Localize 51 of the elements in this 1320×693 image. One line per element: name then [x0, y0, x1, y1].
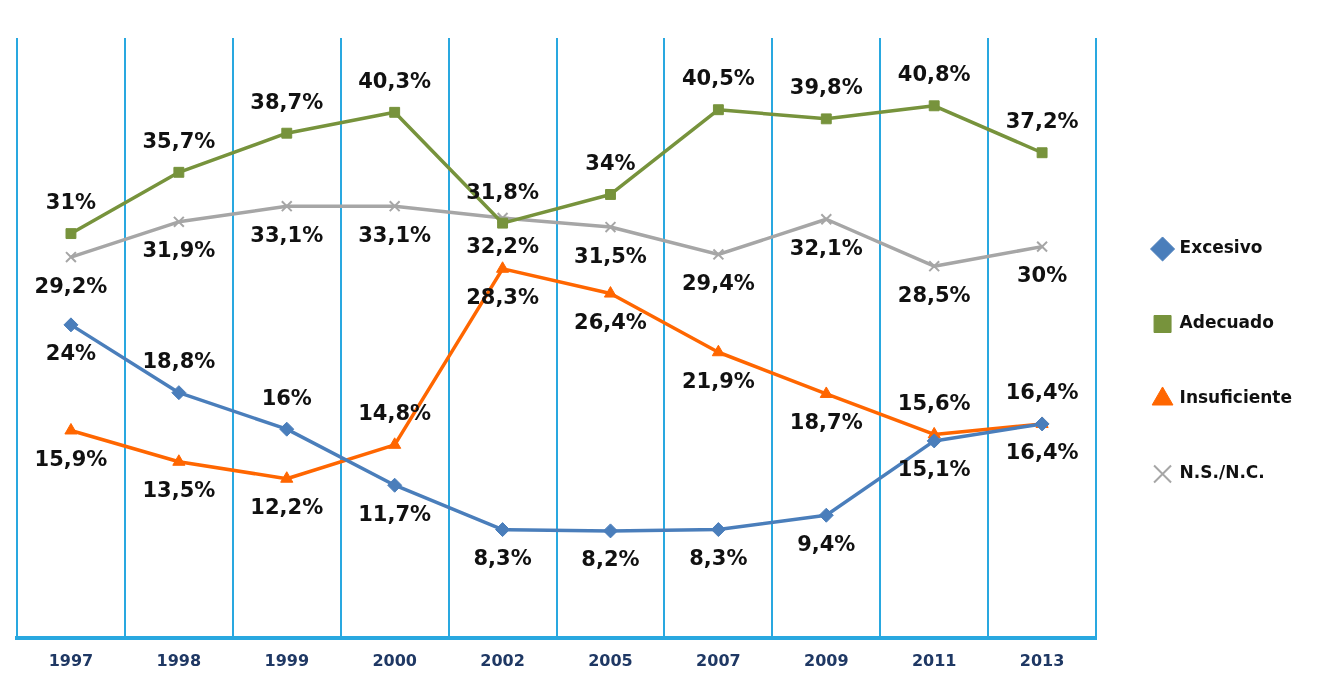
data-label: 31,5%: [574, 243, 647, 268]
x-tick-label: 1999: [264, 650, 310, 670]
data-label: 26,4%: [574, 310, 647, 335]
data-label: 40,5%: [681, 66, 755, 91]
data-label: 13,5%: [142, 478, 216, 503]
data-label: 37,2%: [1005, 109, 1079, 134]
data-label: 33,1%: [358, 222, 432, 247]
data-label: 21,9%: [681, 368, 755, 393]
data-label: 16,4%: [1005, 440, 1079, 465]
legend-label: N.S./N.C.: [1179, 462, 1265, 483]
data-label: 38,7%: [250, 89, 324, 114]
data-label: 16,4%: [1005, 380, 1079, 405]
legend-label: Insuficiente: [1179, 387, 1293, 408]
data-label: 11,7%: [358, 501, 432, 526]
data-label: 15,9%: [34, 446, 108, 471]
data-label: 15,1%: [897, 457, 971, 482]
data-label: 9,4%: [797, 531, 856, 556]
data-label: 32,2%: [466, 234, 540, 259]
data-label: 15,6%: [897, 390, 971, 415]
data-label: 40,3%: [358, 68, 432, 93]
data-label: 39,8%: [789, 75, 863, 100]
legend-label: Excesivo: [1179, 237, 1263, 258]
data-label: 31%: [45, 190, 97, 215]
legend-label: Adecuado: [1179, 312, 1274, 333]
data-label: 8,2%: [581, 547, 640, 572]
data-label: 34%: [585, 150, 636, 175]
x-tick-label: 2013: [1019, 650, 1065, 670]
x-tick-label: 2009: [804, 650, 849, 670]
x-tick-label: 2002: [480, 650, 525, 670]
data-label: 18,7%: [789, 410, 863, 435]
data-label: 18,8%: [142, 349, 216, 374]
x-tick-label: 2011: [911, 650, 957, 670]
data-label: 30%: [1016, 263, 1068, 288]
data-label: 24%: [45, 341, 97, 366]
data-label: 33,1%: [250, 222, 324, 247]
x-tick-label: 1997: [48, 650, 94, 670]
data-label: 32,1%: [789, 235, 863, 260]
x-tick-label: 2005: [588, 650, 633, 670]
data-label: 40,8%: [897, 62, 971, 87]
x-tick-label: 2007: [696, 650, 741, 670]
data-label: 8,3%: [473, 546, 532, 571]
data-label: 8,3%: [689, 546, 748, 571]
data-label: 29,4%: [681, 270, 755, 295]
data-label: 12,2%: [250, 495, 324, 520]
x-tick-label: 1998: [156, 650, 202, 670]
data-label: 28,5%: [897, 282, 971, 307]
data-label: 35,7%: [142, 128, 216, 153]
data-label: 31,9%: [142, 238, 216, 263]
x-tick-label: 2000: [372, 650, 417, 670]
data-label: 29,2%: [34, 273, 108, 298]
data-label: 16%: [261, 385, 312, 410]
